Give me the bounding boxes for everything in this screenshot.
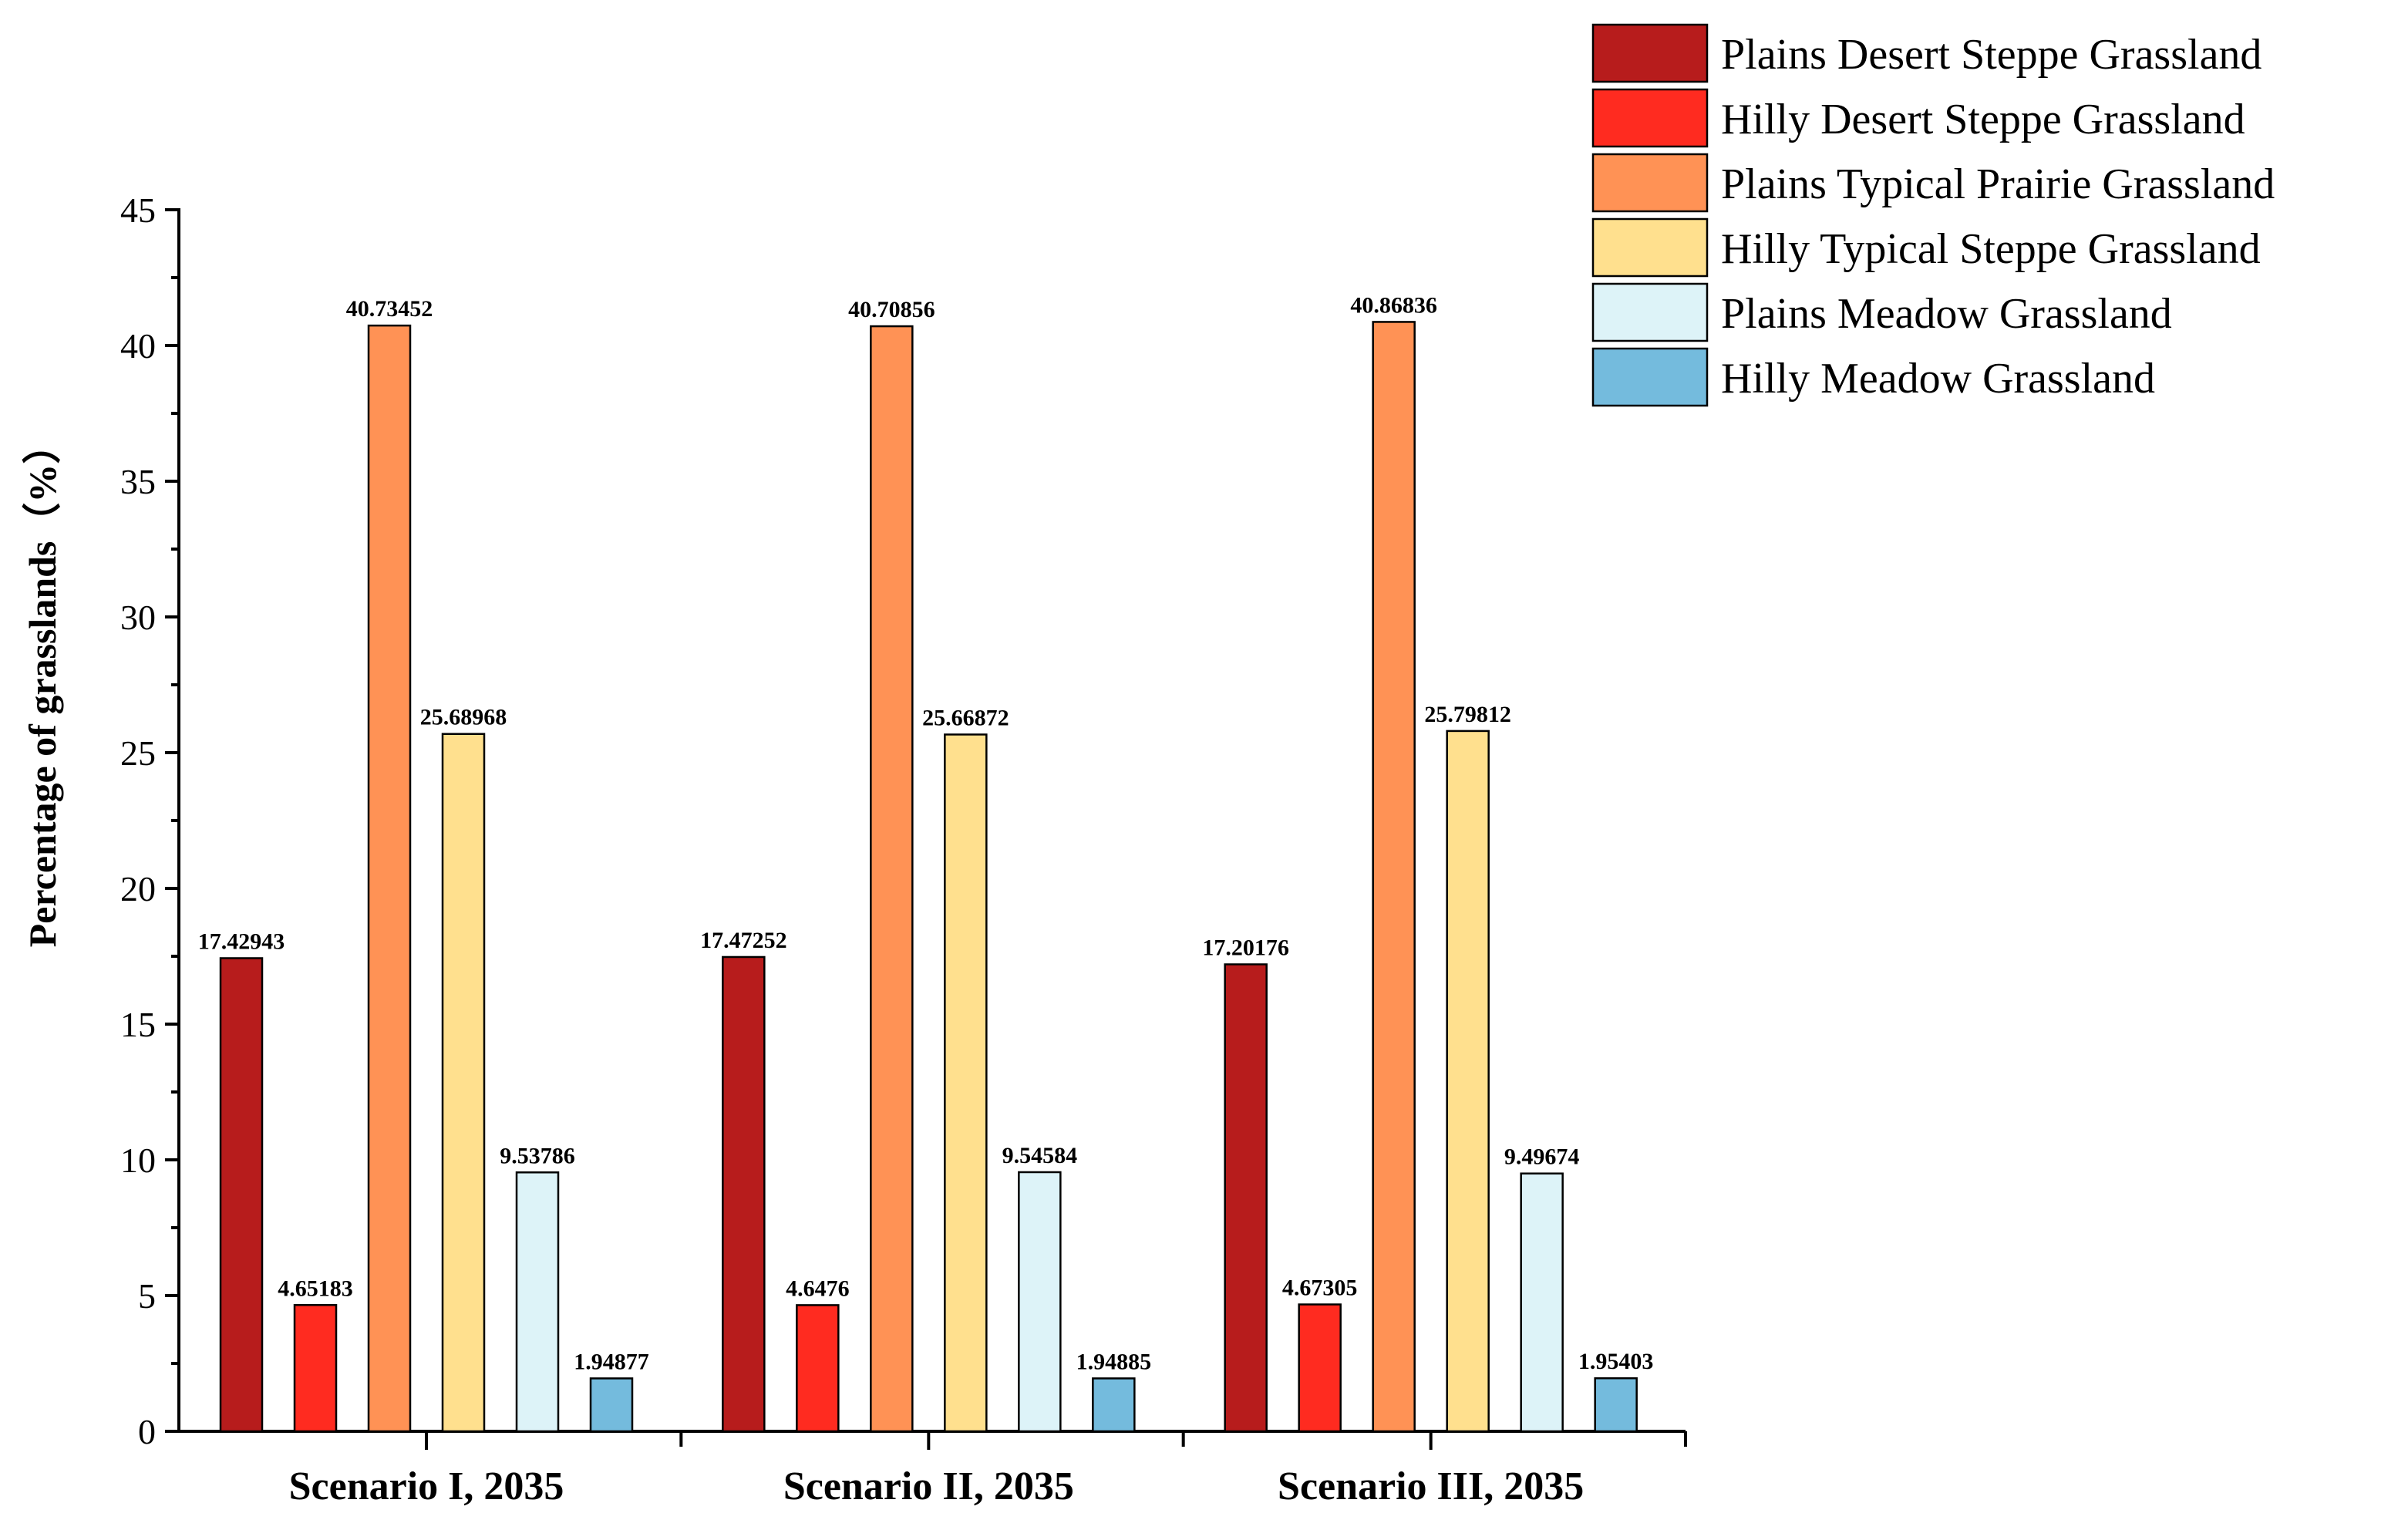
- legend-label: Plains Typical Prairie Grassland: [1721, 160, 2275, 208]
- bar-value-label: 40.86836: [1350, 292, 1437, 318]
- legend-label: Hilly Desert Steppe Grassland: [1721, 96, 2245, 143]
- bar: [441, 733, 486, 1433]
- legend-label: Hilly Typical Steppe Grassland: [1721, 225, 2261, 273]
- bar-value-label: 25.68968: [420, 705, 507, 730]
- y-tick-label: 35: [120, 462, 156, 501]
- bar: [870, 325, 914, 1433]
- bar-value-label: 40.70856: [848, 297, 935, 322]
- bar: [1594, 1377, 1638, 1433]
- bar: [589, 1377, 634, 1433]
- y-tick-label: 15: [120, 1005, 156, 1044]
- bar: [722, 955, 766, 1433]
- x-category-label: Scenario II, 2035: [783, 1464, 1074, 1508]
- bar-value-label: 1.94885: [1076, 1349, 1152, 1374]
- bar-value-label: 1.95403: [1578, 1349, 1654, 1374]
- bar-value-label: 4.6476: [786, 1276, 850, 1301]
- bar: [944, 733, 988, 1433]
- bar: [1520, 1172, 1564, 1433]
- legend: Plains Desert Steppe Grassland Hilly Dese…: [1591, 23, 2275, 407]
- legend-swatch: [1591, 23, 1709, 83]
- bar: [1446, 730, 1490, 1433]
- y-tick-label: 45: [120, 190, 156, 230]
- bar-value-label: 17.42943: [198, 928, 285, 954]
- bar: [1092, 1377, 1136, 1433]
- bar: [796, 1304, 840, 1433]
- bar-value-label: 9.54584: [1002, 1143, 1078, 1168]
- bar-value-label: 25.66872: [922, 705, 1009, 730]
- bar-value-label: 1.94877: [574, 1349, 649, 1374]
- legend-swatch: [1591, 347, 1709, 407]
- legend-swatch: [1591, 153, 1709, 213]
- bar-value-label: 4.67305: [1282, 1276, 1358, 1301]
- bars: 17.42943 4.65183 40.73452 25.68968 9.53786 1.…: [198, 292, 1654, 1433]
- bar: [219, 957, 264, 1433]
- bar: [367, 324, 412, 1433]
- legend-swatch: [1591, 217, 1709, 278]
- bar: [1224, 963, 1268, 1433]
- bar-value-label: 25.79812: [1424, 702, 1511, 727]
- bar-value-label: 4.65183: [278, 1276, 353, 1301]
- bar: [1372, 321, 1416, 1433]
- bar: [293, 1304, 338, 1433]
- legend-swatch: [1591, 88, 1709, 148]
- legend-label: Plains Desert Steppe Grassland: [1721, 31, 2261, 79]
- x-category-label: Scenario I, 2035: [289, 1464, 564, 1508]
- y-tick-label: 20: [120, 869, 156, 908]
- y-tick-label: 10: [120, 1141, 156, 1180]
- legend-label: Hilly Meadow Grassland: [1721, 355, 2155, 403]
- legend-label: Plains Meadow Grassland: [1721, 290, 2172, 338]
- y-tick-label: 5: [138, 1276, 156, 1316]
- bar-value-label: 17.47252: [700, 928, 787, 953]
- y-tick-label: 40: [120, 326, 156, 366]
- bar-value-label: 9.49674: [1504, 1144, 1580, 1170]
- y-axis-label: Percentage of grasslands（%）: [21, 426, 64, 948]
- y-tick-label: 0: [138, 1412, 156, 1451]
- axes: 0 5 10 15 20 25 30 35 40 45 Scenario I, 2035 Scenar…: [120, 190, 1687, 1508]
- legend-swatch: [1591, 282, 1709, 342]
- bar-value-label: 9.53786: [500, 1143, 575, 1168]
- bar-value-label: 40.73452: [346, 296, 433, 322]
- y-tick-label: 25: [120, 733, 156, 773]
- bar: [1018, 1171, 1062, 1433]
- bar: [1298, 1303, 1342, 1433]
- bar-value-label: 17.20176: [1202, 935, 1289, 960]
- x-category-label: Scenario III, 2035: [1278, 1464, 1584, 1508]
- bar: [515, 1171, 560, 1433]
- y-tick-label: 30: [120, 598, 156, 637]
